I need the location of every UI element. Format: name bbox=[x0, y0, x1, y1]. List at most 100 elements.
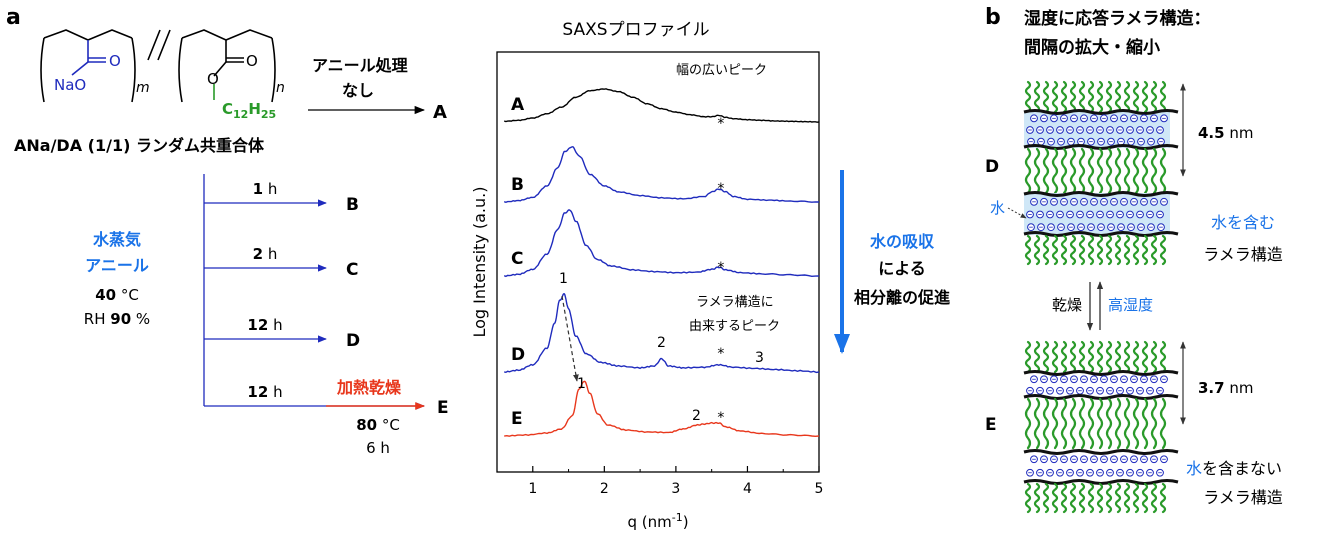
e-top-alkyl-chain bbox=[1051, 340, 1059, 374]
series-line-B bbox=[503, 146, 820, 204]
d-bottom-alkyl-chain bbox=[1069, 234, 1077, 266]
e-top-alkyl-chain bbox=[1150, 340, 1158, 374]
d-top-alkyl-chain bbox=[1033, 80, 1041, 114]
water-arrow-line3: 相分離の促進 bbox=[854, 288, 950, 307]
d-bottom-alkyl-chain bbox=[1132, 234, 1140, 266]
d-peak-2: 2 bbox=[657, 335, 666, 351]
d-peak-1: 1 bbox=[559, 271, 568, 287]
e-mid-alkyl-chain bbox=[1069, 397, 1077, 450]
water-arrow-line2: による bbox=[878, 259, 926, 278]
d-top-alkyl-chain bbox=[1123, 80, 1131, 114]
d-spacing-value: 4.5 bbox=[1198, 124, 1225, 142]
d-top-alkyl-chain bbox=[1096, 80, 1104, 114]
x-axis-label: q (nm-1) bbox=[627, 511, 688, 531]
branch-time-value-0: 1 bbox=[253, 180, 263, 198]
d-bottom-alkyl-chain bbox=[1114, 234, 1122, 266]
e-bottom-alkyl-chain bbox=[1132, 482, 1140, 514]
d-mid-alkyl-chain bbox=[1150, 147, 1158, 195]
branch-time-3: 12 h bbox=[247, 383, 282, 401]
d-top-alkyl-chain bbox=[1141, 80, 1149, 114]
chain-n12: 12 bbox=[233, 108, 248, 121]
e-top-alkyl-chain bbox=[1042, 340, 1050, 374]
d-top-alkyl-chain bbox=[1105, 80, 1113, 114]
e-peak-2: 2 bbox=[692, 408, 701, 424]
e-1-backbone bbox=[1023, 370, 1179, 376]
e-mid-alkyl-chain bbox=[1159, 397, 1167, 450]
d-bottom-alkyl-chain bbox=[1105, 234, 1113, 266]
polymer-right-unit: C12H25 bbox=[222, 100, 276, 121]
panel-label-a: a bbox=[6, 5, 21, 30]
branch-time-0: 1 h bbox=[253, 180, 278, 198]
series-label-C: C bbox=[511, 249, 523, 269]
branch-time-value-3: 12 bbox=[247, 383, 268, 401]
d-desc-blue: 水を含む bbox=[1211, 213, 1275, 232]
e-mid-alkyl-chain bbox=[1024, 397, 1032, 450]
branch-target-C: C bbox=[346, 260, 358, 280]
e-top-alkyl-chain bbox=[1087, 340, 1095, 374]
steam-line1: 水蒸気 bbox=[93, 230, 141, 249]
polymer-o-left: O bbox=[109, 52, 121, 70]
branch-time-value-1: 2 bbox=[253, 245, 263, 263]
e-bottom-alkyl-chain bbox=[1159, 482, 1167, 514]
e-desc-blue: 水 bbox=[1186, 459, 1202, 478]
d-3-backbone bbox=[1023, 191, 1179, 197]
broad-peak-annotation: 幅の広いピーク bbox=[676, 63, 767, 78]
heat-dry-label: 加熱乾燥 bbox=[336, 378, 402, 397]
d-mid-alkyl-chain bbox=[1159, 147, 1167, 195]
e-spacing: 3.7 nm bbox=[1198, 379, 1253, 397]
e-top-alkyl-chain bbox=[1114, 340, 1122, 374]
polymer-left-sub: m bbox=[136, 80, 150, 96]
branch-time-unit-1: h bbox=[263, 245, 277, 263]
series-line-D bbox=[504, 293, 820, 374]
e-bottom-alkyl-chain bbox=[1123, 482, 1131, 514]
polymer-o-right: O bbox=[246, 52, 258, 70]
e-top-alkyl-chain bbox=[1141, 340, 1149, 374]
steam-rh-value: 90 bbox=[110, 310, 131, 328]
polymer-o-ester: O bbox=[207, 70, 219, 88]
d-bottom-alkyl-chain bbox=[1051, 234, 1059, 266]
e-desc-rest: を含まない bbox=[1202, 459, 1282, 478]
peak-shift-arrow bbox=[561, 295, 579, 382]
e-bottom-alkyl-chain bbox=[1078, 482, 1086, 514]
series-label-D: D bbox=[511, 345, 525, 365]
e-mid-alkyl-chain bbox=[1033, 397, 1041, 450]
d-top-alkyl-chain bbox=[1132, 80, 1140, 114]
e-mid-alkyl-chain bbox=[1141, 397, 1149, 450]
x-axis-label-end: ) bbox=[683, 513, 689, 531]
d-peak-3: 3 bbox=[755, 350, 764, 366]
d-top-alkyl-chain bbox=[1159, 80, 1167, 114]
d-bottom-alkyl-chain bbox=[1096, 234, 1104, 266]
e-bottom-alkyl-chain bbox=[1060, 482, 1068, 514]
steam-line2: アニール bbox=[85, 256, 149, 275]
d-bottom-alkyl-chain bbox=[1123, 234, 1131, 266]
d-top-alkyl-chain bbox=[1069, 80, 1077, 114]
e-spacing-value: 3.7 bbox=[1198, 379, 1225, 397]
panel-b-title-1: 湿度に応答ラメラ構造： bbox=[1024, 8, 1211, 29]
x-tick-label-4: 4 bbox=[743, 481, 752, 497]
series-label-B: B bbox=[511, 175, 524, 195]
e-mid-alkyl-chain bbox=[1078, 397, 1086, 450]
e-bottom-alkyl-chain bbox=[1150, 482, 1158, 514]
e-desc-line2: ラメラ構造 bbox=[1203, 488, 1283, 507]
series-line-E bbox=[504, 380, 820, 438]
x-tick-label-1: 1 bbox=[528, 481, 537, 497]
panel-b-title-2: 間隔の拡大・縮小 bbox=[1024, 37, 1160, 58]
e-bottom-alkyl-chain bbox=[1141, 482, 1149, 514]
d-mid-alkyl-chain bbox=[1105, 147, 1113, 195]
e-top-alkyl-chain bbox=[1132, 340, 1140, 374]
d-bottom-alkyl-chain bbox=[1042, 234, 1050, 266]
polymer-left-unit: NaO bbox=[54, 76, 86, 94]
d-top-alkyl-chain bbox=[1051, 80, 1059, 114]
e-peak-1: 1 bbox=[577, 376, 586, 392]
d-mid-alkyl-chain bbox=[1060, 147, 1068, 195]
e-top-alkyl-chain bbox=[1069, 340, 1077, 374]
humid-label: 高湿度 bbox=[1108, 296, 1153, 314]
heat-dry-temp: 80 °C bbox=[356, 416, 400, 434]
e-bottom-alkyl-chain bbox=[1114, 482, 1122, 514]
chain-n25: 25 bbox=[261, 108, 276, 121]
e-top-alkyl-chain bbox=[1024, 340, 1032, 374]
steam-rh-prefix: RH bbox=[84, 310, 110, 328]
d-bottom-alkyl-chain bbox=[1150, 234, 1158, 266]
x-tick-label-2: 2 bbox=[600, 481, 609, 497]
d-bottom-alkyl-chain bbox=[1141, 234, 1149, 266]
